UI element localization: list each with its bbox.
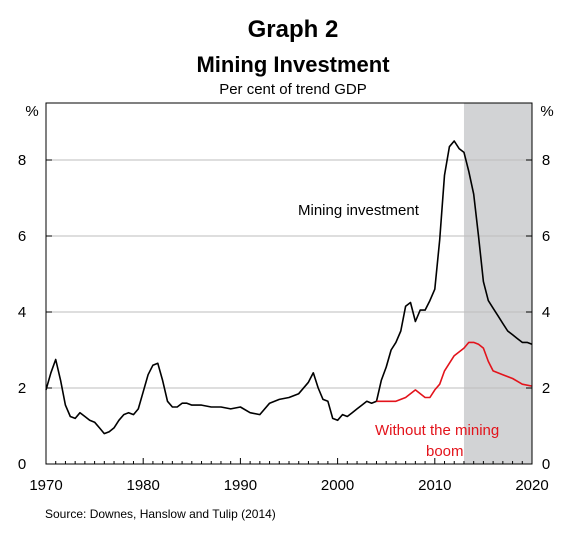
- x-tick-label: 2000: [321, 477, 354, 494]
- shaded-region-layer: [463, 103, 532, 464]
- y-tick-label-left: 4: [18, 304, 26, 321]
- x-tick-label: 1990: [224, 477, 257, 494]
- y-tick-label-left: 2: [18, 380, 26, 397]
- series-label-without-boom-line2: boom: [426, 443, 464, 460]
- series-label-mining-investment: Mining investment: [298, 202, 420, 219]
- x-tick-label: 1970: [29, 477, 62, 494]
- series-line-mining-investment: [45, 140, 533, 435]
- plot-frame: [45, 102, 533, 465]
- y-tick-label-right: 2: [542, 380, 550, 397]
- chart-number: Graph 2: [247, 16, 339, 43]
- series-line-without-mining-boom: [376, 341, 533, 403]
- y-tick-label-left: 0: [18, 456, 26, 473]
- gridline-layer: [46, 159, 532, 389]
- y-tick-label-right: 6: [542, 228, 550, 245]
- series-layer: [45, 140, 533, 435]
- y-tick-label-right: 8: [542, 152, 550, 169]
- y-axis-unit-right: %: [540, 103, 553, 120]
- y-axis-unit-left: %: [25, 103, 38, 120]
- y-tick-label-right: 4: [542, 304, 550, 321]
- series-label-without-boom-line1: Without the mining: [375, 422, 499, 439]
- x-tick-label: 2020: [515, 477, 548, 494]
- chart-units: Per cent of trend GDP: [219, 81, 367, 98]
- x-tick-label: 1980: [127, 477, 160, 494]
- chart-title: Mining Investment: [196, 52, 390, 77]
- shaded-region: [463, 103, 532, 464]
- x-tick-label: 2010: [418, 477, 451, 494]
- y-tick-label-right: 0: [542, 456, 550, 473]
- axis-layer: 0 0 2 2 4 4 6 6 8 8 1970 1980 1990 2000 2010 2020: [18, 152, 550, 494]
- source-note: Source: Downes, Hanslow and Tulip (2014): [45, 507, 276, 521]
- y-tick-label-left: 6: [18, 228, 26, 245]
- y-tick-label-left: 8: [18, 152, 26, 169]
